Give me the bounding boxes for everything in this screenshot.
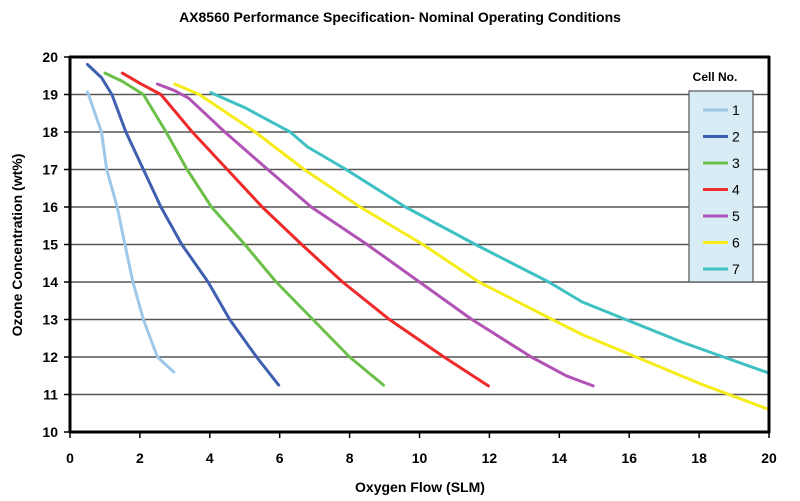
x-tick-label: 0 (66, 450, 74, 466)
series-line-cell-5 (155, 82, 595, 388)
y-tick-labels: 10 11 12 13 14 15 16 17 18 19 20 (42, 49, 58, 440)
gridlines (70, 56, 769, 396)
series-line-cell-1 (86, 90, 176, 374)
x-tick-label: 16 (621, 450, 637, 466)
legend-label-cell-4: 4 (732, 182, 740, 198)
legend-label-cell-7: 7 (732, 261, 740, 277)
series-layer (86, 63, 771, 411)
x-tick-label: 10 (412, 450, 428, 466)
legend-label-cell-6: 6 (732, 235, 740, 251)
legend-label-cell-5: 5 (732, 208, 740, 224)
y-tick-label: 13 (42, 312, 58, 328)
chart-title: AX8560 Performance Specification- Nomina… (179, 9, 621, 25)
x-tick-label: 8 (346, 450, 354, 466)
x-tick-label: 12 (482, 450, 498, 466)
y-tick-label: 16 (42, 199, 58, 215)
series-line-cell-4 (120, 71, 490, 388)
x-tick-labels: 0 2 4 6 8 10 12 14 16 18 20 (66, 450, 777, 466)
series-line-cell-6 (173, 82, 771, 411)
series-line-cell-3 (103, 71, 385, 387)
legend: Cell No. 1 2 3 4 5 6 7 (688, 70, 754, 283)
x-axis-label: Oxygen Flow (SLM) (355, 479, 485, 495)
y-tick-label: 10 (42, 424, 58, 440)
legend-box (688, 90, 754, 283)
legend-label-cell-1: 1 (732, 102, 740, 118)
x-tick-label: 4 (206, 450, 214, 466)
x-tick-label: 2 (136, 450, 144, 466)
series-line-cell-7 (209, 91, 771, 375)
y-tick-label: 12 (42, 349, 58, 365)
y-tick-label: 15 (42, 237, 58, 253)
y-tick-label: 20 (42, 49, 58, 65)
y-tick-label: 17 (42, 162, 58, 178)
y-tick-label: 11 (43, 387, 58, 403)
y-tick-label: 18 (42, 124, 58, 140)
x-tick-label: 18 (691, 450, 707, 466)
legend-title: Cell No. (693, 70, 738, 84)
x-tick-label: 14 (552, 450, 568, 466)
y-tick-label: 19 (42, 87, 58, 103)
y-axis-label: Ozone Concentration (wt%) (9, 154, 25, 337)
x-tick-label: 20 (761, 450, 777, 466)
y-tick-label: 14 (42, 274, 58, 290)
series-line-cell-2 (86, 63, 281, 387)
axes (64, 55, 771, 438)
x-tick-label: 6 (276, 450, 284, 466)
legend-label-cell-2: 2 (732, 129, 740, 145)
legend-label-cell-3: 3 (732, 155, 740, 171)
